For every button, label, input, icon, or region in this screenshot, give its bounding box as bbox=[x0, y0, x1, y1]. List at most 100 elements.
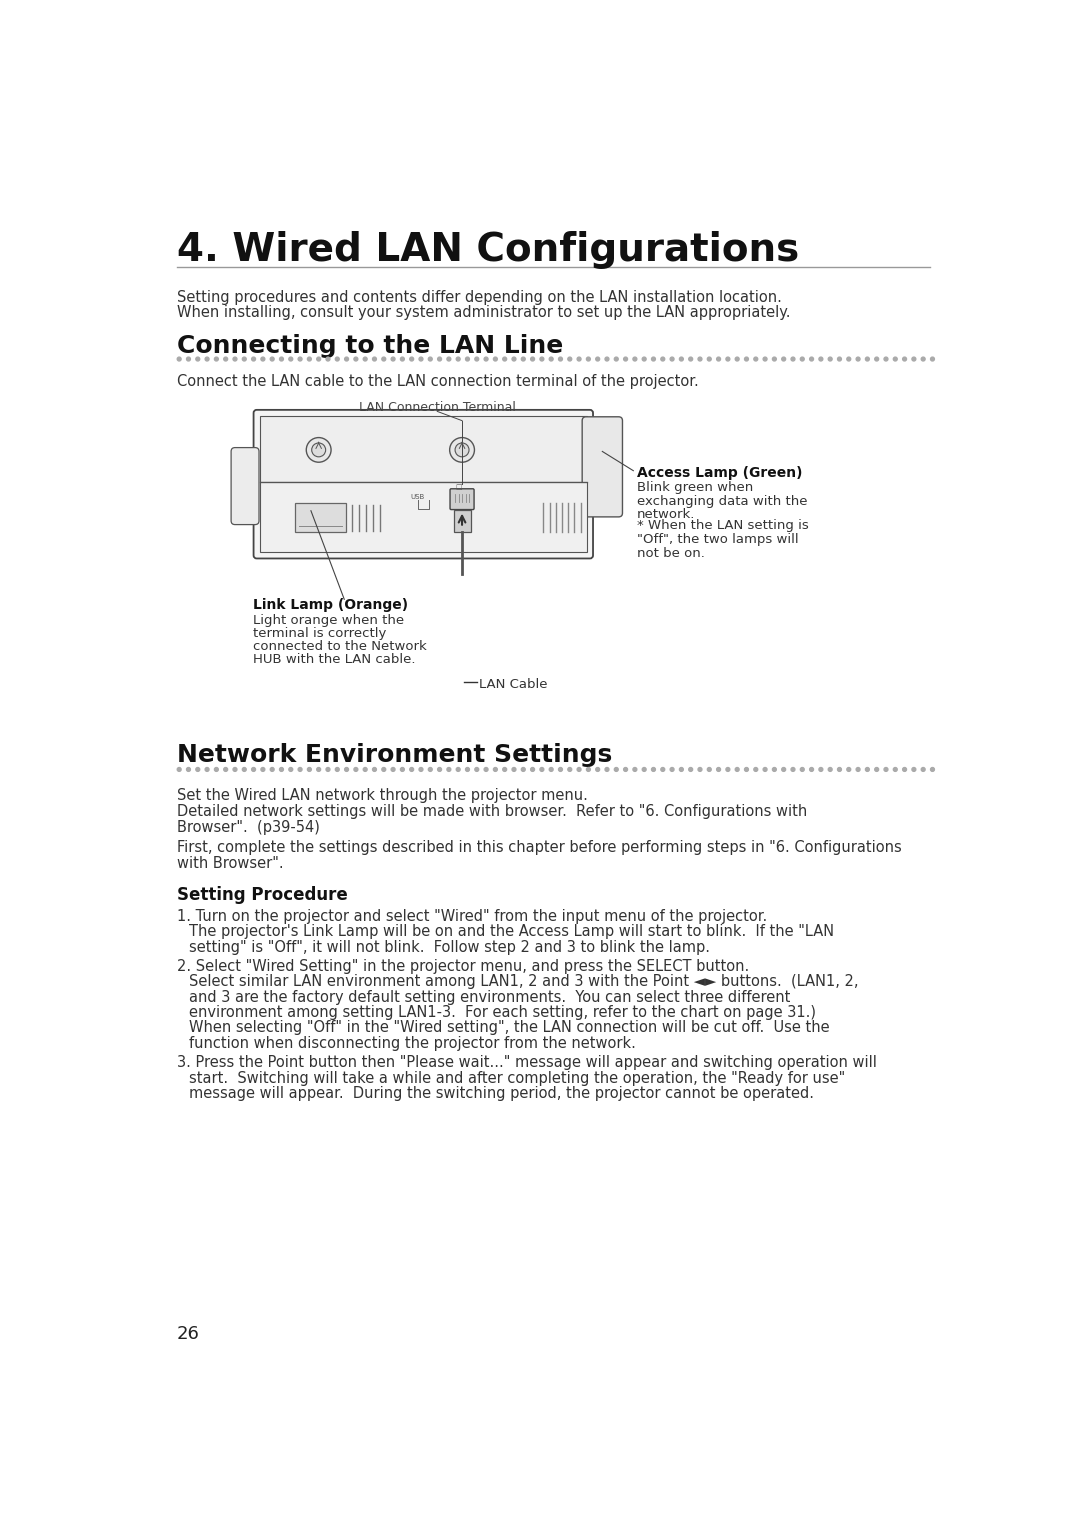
Circle shape bbox=[651, 768, 656, 771]
Circle shape bbox=[354, 358, 357, 361]
Bar bbox=[260, 531, 586, 546]
FancyBboxPatch shape bbox=[582, 417, 622, 517]
Text: Connecting to the LAN Line: Connecting to the LAN Line bbox=[177, 335, 563, 358]
Circle shape bbox=[885, 358, 888, 361]
Circle shape bbox=[455, 443, 469, 457]
Circle shape bbox=[242, 768, 246, 771]
Circle shape bbox=[345, 358, 349, 361]
Circle shape bbox=[577, 358, 581, 361]
Circle shape bbox=[502, 358, 507, 361]
Text: USB: USB bbox=[410, 494, 424, 500]
Text: Access Lamp (Green): Access Lamp (Green) bbox=[637, 466, 802, 480]
Circle shape bbox=[931, 768, 934, 771]
Circle shape bbox=[623, 768, 627, 771]
Circle shape bbox=[698, 768, 702, 771]
Circle shape bbox=[679, 358, 684, 361]
FancyBboxPatch shape bbox=[254, 410, 593, 558]
Text: 1. Turn on the projector and select "Wired" from the input menu of the projector: 1. Turn on the projector and select "Wir… bbox=[177, 908, 767, 924]
Circle shape bbox=[828, 358, 832, 361]
Circle shape bbox=[791, 358, 795, 361]
Circle shape bbox=[744, 768, 748, 771]
Circle shape bbox=[856, 358, 860, 361]
Bar bbox=[296, 503, 346, 532]
Circle shape bbox=[726, 768, 730, 771]
Circle shape bbox=[810, 768, 813, 771]
Text: The projector's Link Lamp will be on and the Access Lamp will start to blink.  I: The projector's Link Lamp will be on and… bbox=[189, 924, 835, 939]
Circle shape bbox=[643, 358, 646, 361]
Circle shape bbox=[893, 768, 897, 771]
Circle shape bbox=[233, 358, 237, 361]
Circle shape bbox=[856, 768, 860, 771]
Circle shape bbox=[288, 768, 293, 771]
Text: When selecting "Off" in the "Wired setting", the LAN connection will be cut off.: When selecting "Off" in the "Wired setti… bbox=[189, 1020, 829, 1035]
Circle shape bbox=[522, 768, 525, 771]
Text: Network Environment Settings: Network Environment Settings bbox=[177, 743, 612, 768]
Circle shape bbox=[382, 358, 386, 361]
Circle shape bbox=[437, 358, 442, 361]
Circle shape bbox=[689, 768, 692, 771]
Circle shape bbox=[224, 768, 228, 771]
Circle shape bbox=[810, 358, 813, 361]
Text: HUB with the LAN cable.: HUB with the LAN cable. bbox=[253, 653, 416, 667]
Circle shape bbox=[764, 768, 767, 771]
Circle shape bbox=[298, 358, 302, 361]
Circle shape bbox=[326, 358, 329, 361]
Text: 4. Wired LAN Configurations: 4. Wired LAN Configurations bbox=[177, 231, 799, 269]
Text: exchanging data with the: exchanging data with the bbox=[637, 494, 808, 508]
Text: Setting procedures and contents differ depending on the LAN installation locatio: Setting procedures and contents differ d… bbox=[177, 289, 782, 304]
Text: Link Lamp (Orange): Link Lamp (Orange) bbox=[253, 598, 408, 612]
Circle shape bbox=[782, 768, 785, 771]
Circle shape bbox=[224, 358, 228, 361]
FancyBboxPatch shape bbox=[231, 448, 259, 524]
Text: with Browser".: with Browser". bbox=[177, 856, 283, 870]
Circle shape bbox=[615, 768, 618, 771]
Circle shape bbox=[735, 358, 739, 361]
Text: When installing, consult your system administrator to set up the LAN appropriate: When installing, consult your system adm… bbox=[177, 306, 791, 320]
Circle shape bbox=[568, 768, 571, 771]
Circle shape bbox=[717, 358, 720, 361]
Circle shape bbox=[205, 768, 210, 771]
Circle shape bbox=[661, 358, 664, 361]
Circle shape bbox=[522, 358, 525, 361]
Circle shape bbox=[195, 768, 200, 771]
Circle shape bbox=[373, 768, 377, 771]
Circle shape bbox=[205, 358, 210, 361]
Circle shape bbox=[409, 358, 414, 361]
Circle shape bbox=[623, 358, 627, 361]
Text: network.: network. bbox=[637, 508, 696, 521]
Circle shape bbox=[782, 358, 785, 361]
Text: terminal is correctly: terminal is correctly bbox=[253, 627, 387, 641]
Circle shape bbox=[252, 768, 256, 771]
Circle shape bbox=[577, 768, 581, 771]
Circle shape bbox=[363, 768, 367, 771]
Circle shape bbox=[837, 358, 841, 361]
Circle shape bbox=[764, 358, 767, 361]
Circle shape bbox=[335, 768, 339, 771]
Text: function when disconnecting the projector from the network.: function when disconnecting the projecto… bbox=[189, 1035, 636, 1050]
Circle shape bbox=[401, 358, 404, 361]
Circle shape bbox=[288, 358, 293, 361]
Text: 26: 26 bbox=[177, 1324, 200, 1342]
Circle shape bbox=[558, 768, 563, 771]
Text: environment among setting LAN1-3.  For each setting, refer to the chart on page : environment among setting LAN1-3. For ea… bbox=[189, 1005, 816, 1020]
Text: start.  Switching will take a while and after completing the operation, the "Rea: start. Switching will take a while and a… bbox=[189, 1070, 846, 1086]
Text: setting" is "Off", it will not blink.  Follow step 2 and 3 to blink the lamp.: setting" is "Off", it will not blink. Fo… bbox=[189, 940, 711, 954]
Circle shape bbox=[494, 358, 497, 361]
Circle shape bbox=[215, 768, 218, 771]
Circle shape bbox=[195, 358, 200, 361]
Circle shape bbox=[449, 437, 474, 462]
Circle shape bbox=[429, 768, 432, 771]
Circle shape bbox=[312, 443, 326, 457]
Circle shape bbox=[437, 768, 442, 771]
Text: Browser".  (p39-54): Browser". (p39-54) bbox=[177, 820, 320, 835]
Text: LAN Connection Terminal: LAN Connection Terminal bbox=[359, 401, 515, 414]
Text: Light orange when the: Light orange when the bbox=[253, 615, 404, 627]
Circle shape bbox=[465, 358, 470, 361]
Text: Select similar LAN environment among LAN1, 2 and 3 with the Point ◄► buttons.  (: Select similar LAN environment among LAN… bbox=[189, 974, 859, 989]
Circle shape bbox=[280, 768, 283, 771]
Circle shape bbox=[605, 768, 609, 771]
Circle shape bbox=[550, 768, 553, 771]
Text: * When the LAN setting is: * When the LAN setting is bbox=[637, 520, 809, 532]
Circle shape bbox=[215, 358, 218, 361]
Circle shape bbox=[661, 768, 664, 771]
